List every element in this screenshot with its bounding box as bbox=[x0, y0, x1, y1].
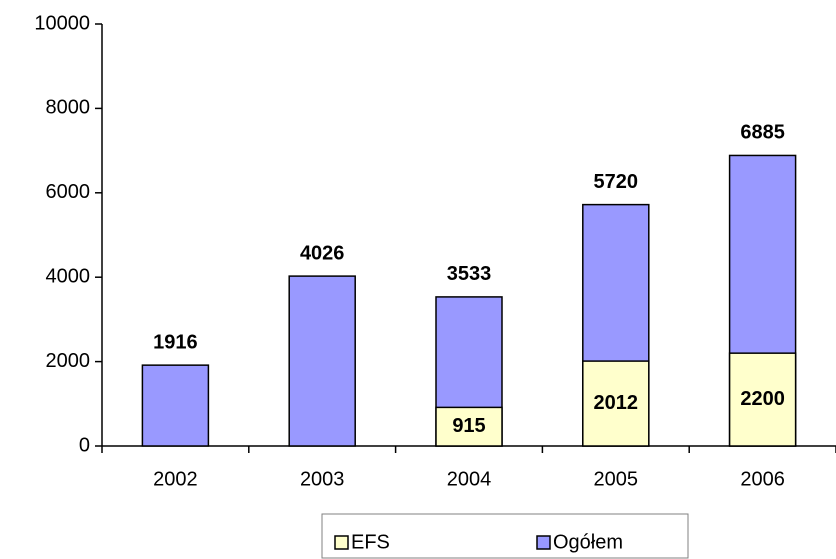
bar-segment bbox=[582, 360, 650, 447]
bar-segment bbox=[288, 275, 356, 447]
data-label: 6885 bbox=[740, 122, 785, 144]
data-label: 2012 bbox=[594, 392, 639, 414]
legend-label: Ogółem bbox=[553, 531, 623, 553]
y-tick-label: 6000 bbox=[46, 181, 91, 203]
y-tick-label: 4000 bbox=[46, 265, 91, 287]
legend-label: EFS bbox=[351, 531, 390, 553]
legend-swatch bbox=[536, 535, 551, 550]
legend-swatch bbox=[334, 535, 349, 550]
data-label: 4026 bbox=[300, 242, 345, 264]
y-tick-label: 2000 bbox=[46, 350, 91, 372]
y-tick-label: 8000 bbox=[46, 97, 91, 119]
data-label: 1916 bbox=[153, 331, 198, 353]
data-label: 3533 bbox=[447, 263, 492, 285]
x-tick-label: 2006 bbox=[740, 468, 785, 490]
x-tick-label: 2005 bbox=[594, 468, 639, 490]
x-tick-label: 2002 bbox=[153, 468, 198, 490]
data-label: 2200 bbox=[740, 388, 785, 410]
bar-segment bbox=[728, 352, 797, 447]
legend-box bbox=[321, 513, 689, 559]
bar-segment bbox=[435, 406, 503, 447]
y-tick-label: 0 bbox=[79, 434, 90, 456]
data-label: 5720 bbox=[594, 171, 639, 193]
data-label: 915 bbox=[452, 415, 485, 437]
y-tick-label: 10000 bbox=[34, 12, 90, 34]
bar-segment bbox=[141, 364, 210, 447]
x-tick-label: 2003 bbox=[300, 468, 345, 490]
x-tick-label: 2004 bbox=[447, 468, 492, 490]
